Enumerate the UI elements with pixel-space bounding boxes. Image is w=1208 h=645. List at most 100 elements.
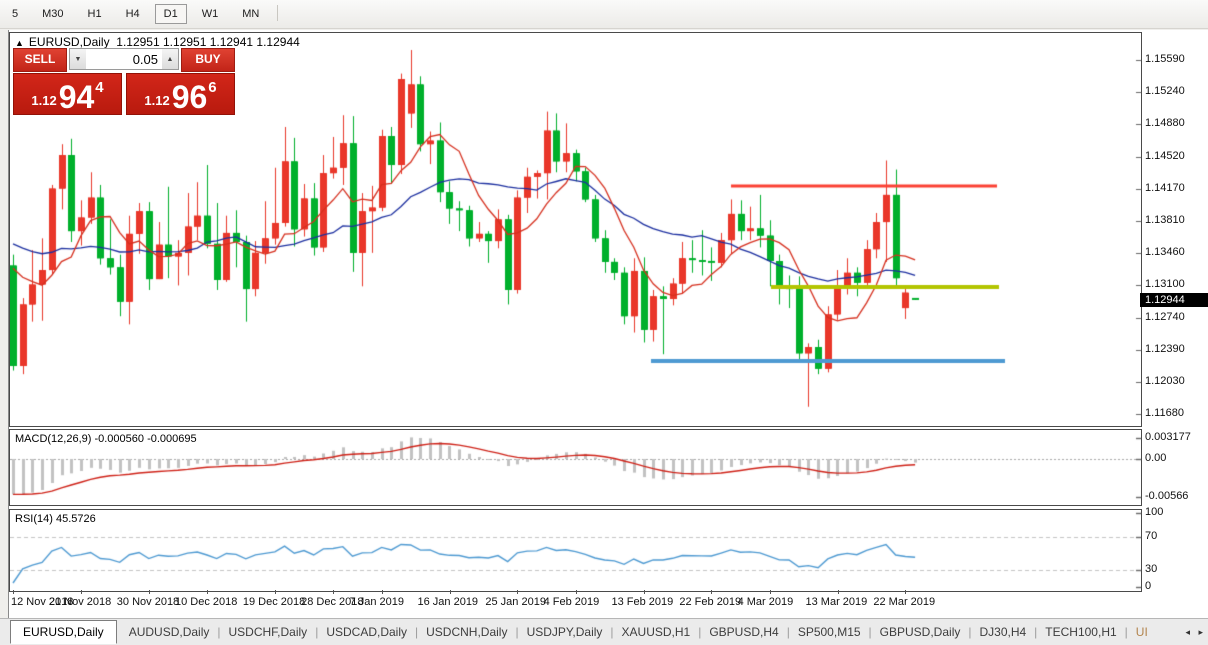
buy-price-pips: 96 — [171, 79, 208, 115]
date-axis-label: 28 Dec 2018 — [301, 596, 364, 608]
tab-separator: | — [217, 625, 221, 639]
date-axis-label: 22 Feb 2019 — [679, 596, 742, 608]
tab-scroll-left-icon[interactable]: ◂ — [1185, 627, 1190, 637]
chart-ohlc-values: 1.12951 1.12951 1.12941 1.12944 — [116, 35, 300, 49]
date-axis-tick — [207, 590, 208, 594]
date-axis-tick — [711, 590, 713, 594]
chart-tabs-bar: EURUSD,Daily AUDUSD,Daily | USDCHF,Daily | US… — [0, 618, 1208, 645]
timeframe-button-m30[interactable]: M30 — [42, 8, 64, 20]
date-axis-tick — [13, 590, 14, 594]
tab-separator: | — [1034, 625, 1038, 639]
tab-scroll-right-icon[interactable]: ▸ — [1198, 627, 1203, 637]
sell-price-pipette: 4 — [95, 79, 104, 96]
macd-axis-label: 0.003177 — [1145, 431, 1191, 443]
date-axis-label: 19 Dec 2018 — [242, 596, 306, 608]
timeframe-button-w1[interactable]: W1 — [201, 8, 219, 20]
macd-axis-label: -0.00566 — [1145, 490, 1189, 502]
chart-title: ▲ EURUSD,Daily 1.12951 1.12951 1.12941 1.… — [15, 35, 300, 49]
date-axis-tick — [643, 590, 645, 594]
chart-tab-usdcnh-daily[interactable]: USDCNH,Daily — [426, 625, 508, 639]
tab-separator: | — [968, 625, 972, 639]
buy-button[interactable]: BUY — [181, 48, 235, 72]
date-axis-tick — [517, 590, 519, 594]
date-axis-label: 13 Mar 2019 — [805, 596, 868, 608]
price-axis-label: 1.12740 — [1145, 311, 1185, 324]
chart-tab-usdjpy-daily[interactable]: USDJPY,Daily — [526, 625, 603, 639]
toolbar-separator — [277, 4, 279, 21]
chart-tab-xauusd-h1[interactable]: XAUUSD,H1 — [621, 625, 691, 639]
timeframe-button-h1[interactable]: H1 — [87, 8, 102, 20]
date-axis-tick — [333, 590, 335, 594]
date-axis-tick — [575, 590, 577, 594]
price-axis-label: 1.12030 — [1145, 375, 1185, 388]
chart-tab-dj30-h4[interactable]: DJ30,H4 — [979, 625, 1027, 639]
macd-axis-label: 0.00 — [1145, 452, 1167, 464]
tab-separator: | — [786, 625, 790, 639]
tab-separator: | — [515, 625, 519, 639]
date-axis-tick — [148, 590, 150, 594]
date-axis-label: 13 Feb 2019 — [611, 596, 674, 608]
sell-price-figure: 1.12 — [31, 93, 57, 108]
timeframe-toolbar: 5 M30 H1 H4 D1 W1 MN — [0, 0, 1208, 29]
buy-price-figure: 1.12 — [144, 93, 170, 108]
chart-tab-gbpusd-daily[interactable]: GBPUSD,Daily — [879, 625, 961, 639]
chart-tab-usdcad-daily[interactable]: USDCAD,Daily — [326, 625, 407, 639]
date-axis-label: 7 Jan 2019 — [349, 596, 405, 608]
price-axis-label: 1.12390 — [1145, 342, 1185, 355]
rsi-axis-label: 100 — [1145, 506, 1164, 518]
macd-indicator-label: MACD(12,26,9) -0.000560 -0.000695 — [15, 433, 197, 445]
sell-price-pips: 94 — [58, 79, 95, 115]
chart-tab-gbpusd-h4[interactable]: GBPUSD,H4 — [709, 625, 779, 639]
tab-separator: | — [868, 625, 872, 639]
date-axis-tick — [769, 590, 771, 594]
date-axis-label: 16 Jan 2019 — [417, 596, 479, 608]
rsi-axis-label: 70 — [1145, 530, 1158, 542]
rsi-axis-label: 30 — [1145, 563, 1158, 575]
chart-tab-ui[interactable]: UI — [1135, 625, 1148, 639]
volume-stepper: ▼ ▲ — [69, 48, 179, 70]
price-axis-label: 1.13460 — [1145, 245, 1185, 258]
date-axis-tick — [274, 590, 276, 594]
price-axis-label: 1.15590 — [1145, 53, 1185, 65]
price-axis-label: 1.14520 — [1145, 149, 1185, 162]
timeframe-button-mn[interactable]: MN — [242, 8, 260, 20]
date-axis-label: 22 Mar 2019 — [873, 596, 936, 608]
chart-tab-audusd-daily[interactable]: AUDUSD,Daily — [128, 625, 210, 639]
chart-tab-eurusd-daily[interactable]: EURUSD,Daily — [10, 620, 117, 644]
chart-symbol-label: EURUSD,Daily — [28, 35, 110, 49]
rsi-panel-canvas[interactable] — [9, 509, 1142, 592]
tab-separator: | — [1124, 625, 1128, 639]
tab-separator: | — [415, 625, 419, 639]
date-axis-label: 25 Jan 2019 — [485, 596, 546, 608]
volume-decrease-button[interactable]: ▼ — [70, 49, 86, 69]
date-axis-tick — [449, 590, 451, 594]
collapse-panel-icon[interactable]: ▲ — [15, 38, 24, 48]
buy-price-box[interactable]: 1.12 96 6 — [126, 73, 235, 115]
current-price-badge: 1.12944 — [1140, 292, 1208, 307]
date-axis-tick — [905, 590, 907, 594]
price-axis-label: 1.11680 — [1145, 407, 1184, 419]
macd-panel-canvas[interactable] — [9, 429, 1142, 506]
date-axis-label: 21 Nov 2018 — [48, 596, 112, 608]
price-axis-label: 1.13100 — [1145, 278, 1185, 291]
date-axis-tick — [381, 590, 383, 594]
volume-input[interactable] — [86, 49, 162, 69]
chart-window: ▲ EURUSD,Daily 1.12951 1.12951 1.12941 1.… — [8, 30, 1208, 618]
date-axis-label: 4 Mar 2019 — [737, 596, 794, 608]
tab-separator: | — [610, 625, 614, 639]
chart-tab-usdchf-daily[interactable]: USDCHF,Daily — [228, 625, 308, 639]
chart-tab-tech100-h1[interactable]: TECH100,H1 — [1045, 625, 1117, 639]
volume-increase-button[interactable]: ▲ — [162, 49, 178, 69]
chart-tab-sp500-m15[interactable]: SP500,M15 — [797, 625, 861, 639]
date-axis-label: 10 Dec 2018 — [175, 596, 238, 608]
sell-button[interactable]: SELL — [13, 48, 67, 72]
price-axis-label: 1.14170 — [1145, 181, 1185, 194]
one-click-trade-widget: SELL ▼ ▲ BUY 1.12 94 4 1.12 96 6 — [13, 48, 235, 115]
timeframe-button-h4[interactable]: H4 — [125, 8, 140, 20]
timeframe-button-5[interactable]: 5 — [12, 8, 19, 20]
sell-price-box[interactable]: 1.12 94 4 — [13, 73, 122, 115]
date-axis-label: 12 Nov 2018 — [11, 596, 74, 608]
timeframe-button-d1[interactable]: D1 — [154, 4, 187, 24]
date-axis-tick — [80, 590, 82, 594]
